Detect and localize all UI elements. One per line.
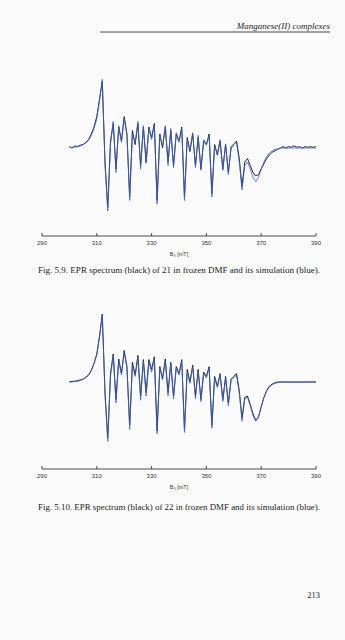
figure-caption: Fig. 5.9. EPR spectrum (black) of 21 in … <box>38 266 320 275</box>
header: Manganese(II) complexes <box>236 21 331 31</box>
x-tick <box>96 466 97 469</box>
x-tick-label: 370 <box>256 473 267 479</box>
x-tick-label: 310 <box>92 473 103 479</box>
x-tick <box>151 466 152 469</box>
x-tick <box>316 466 317 469</box>
x-tick <box>261 233 262 236</box>
x-axis <box>42 236 316 237</box>
plot-area <box>69 314 316 441</box>
x-tick <box>206 466 207 469</box>
x-tick-label: 330 <box>147 473 158 479</box>
page-background <box>0 0 345 640</box>
x-axis <box>42 469 316 470</box>
page: Manganese(II) complexes 290 310 330 350 370 39… <box>0 0 345 640</box>
chart: 290 310 330 350 370 390 B₀ [mT] Fig. 5.9. EPR s… <box>37 79 322 275</box>
x-tick <box>316 233 317 236</box>
x-tick-label: 350 <box>201 473 212 479</box>
page-number: 213 <box>307 590 320 600</box>
plot-area <box>69 79 316 211</box>
x-tick <box>261 466 262 469</box>
simulation-trace <box>69 316 316 442</box>
x-axis-label: B₀ [mT] <box>170 251 189 257</box>
x-tick-label: 370 <box>256 240 267 246</box>
chart: 290 310 330 350 370 390 B₀ [mT] Fig. 5.10. EPR … <box>37 314 322 512</box>
figure-caption: Fig. 5.10. EPR spectrum (black) of 22 in… <box>38 503 320 512</box>
x-tick-label: 290 <box>37 473 48 479</box>
header-rule <box>100 32 330 33</box>
x-tick <box>96 233 97 236</box>
simulation-trace <box>69 79 316 211</box>
x-tick <box>151 233 152 236</box>
x-tick-label: 310 <box>92 240 103 246</box>
x-tick-label: 390 <box>311 240 322 246</box>
x-tick-label: 330 <box>147 240 158 246</box>
x-tick <box>206 233 207 236</box>
x-axis-label: B₀ [mT] <box>170 484 189 490</box>
x-tick <box>42 233 43 236</box>
x-tick-label: 290 <box>37 240 48 246</box>
x-tick-label: 390 <box>311 473 322 479</box>
x-tick <box>42 466 43 469</box>
x-tick-label: 350 <box>201 240 212 246</box>
